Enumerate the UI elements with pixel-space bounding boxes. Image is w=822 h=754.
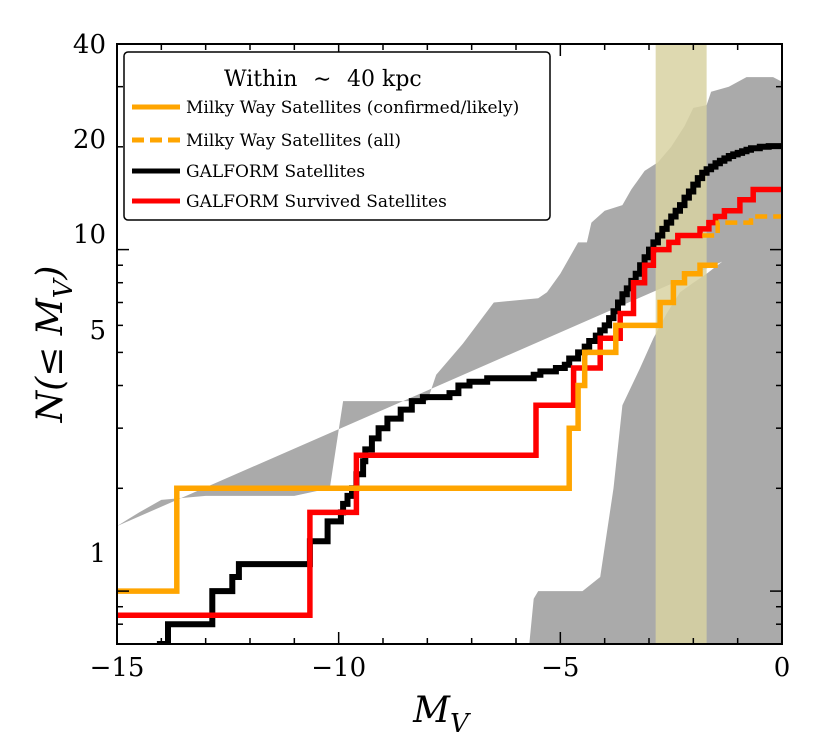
x-tick-label-0: 0 <box>774 653 791 683</box>
legend-title: Within ∼ 40 kpc <box>224 67 422 92</box>
series-line-galform-survived-satellites <box>117 186 782 618</box>
legend-label-milky-way-confirmed: Milky Way Satellites (confirmed/likely) <box>186 98 519 118</box>
legend: Within ∼ 40 kpc Milky Way Satellites (conf… <box>123 51 551 221</box>
x-tick-label-minus-10: −10 <box>311 653 366 683</box>
x-tick-label-minus-15: −15 <box>90 653 145 683</box>
series-line-milky-way-confirmed <box>117 262 718 594</box>
legend-label-galform-satellites: GALFORM Satellites <box>186 162 365 182</box>
y-tick-label-10: 10 <box>73 220 106 250</box>
y-axis-tick-labels: 1 5 10 20 40 <box>73 30 106 569</box>
series-line-milky-way-all <box>702 214 782 238</box>
legend-box <box>123 51 551 221</box>
x-tick-label-minus-5: −5 <box>541 653 579 683</box>
legend-label-galform-survived: GALFORM Survived Satellites <box>186 192 447 212</box>
legend-label-milky-way-all: Milky Way Satellites (all) <box>186 131 401 151</box>
y-axis-label: N(≤ MV) <box>30 266 79 424</box>
x-axis-label: MV <box>412 690 471 739</box>
series-line-galform-satellites <box>156 143 782 644</box>
y-tick-label-40: 40 <box>73 30 106 60</box>
plot-frame <box>116 43 783 645</box>
x-axis-tick-labels: −15 −10 −5 0 <box>90 653 791 683</box>
model-scatter-region <box>117 77 782 644</box>
highlight-band <box>655 44 707 644</box>
y-tick-label-5: 5 <box>89 316 106 346</box>
y-tick-label-1: 1 <box>89 539 106 569</box>
y-tick-label-20: 20 <box>73 125 106 155</box>
